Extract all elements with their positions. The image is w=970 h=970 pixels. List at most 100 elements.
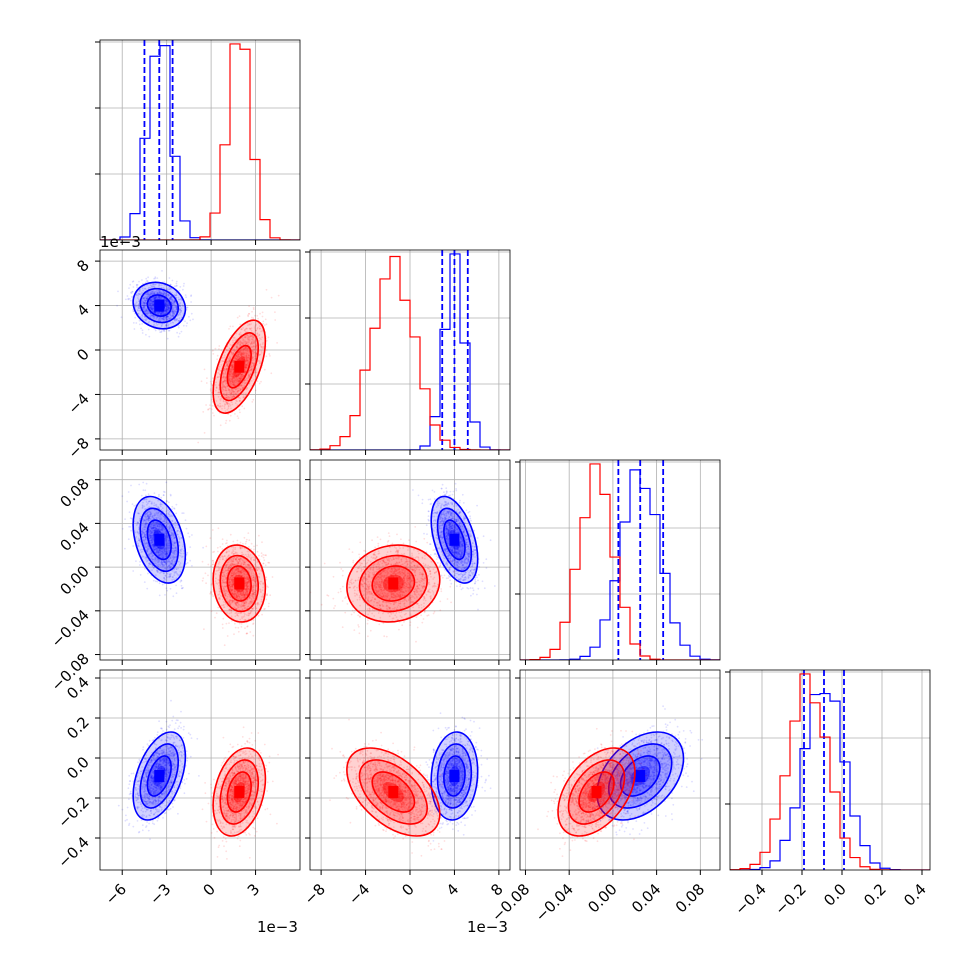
sample-point xyxy=(172,313,174,316)
sample-point xyxy=(132,545,135,547)
sample-point xyxy=(151,314,153,317)
sample-point xyxy=(154,311,157,314)
sample-point xyxy=(241,352,244,355)
sample-point xyxy=(241,386,244,389)
sample-point xyxy=(226,539,228,542)
sample-point xyxy=(247,377,250,379)
sample-point xyxy=(186,306,189,309)
sample-point xyxy=(239,388,242,390)
sample-point xyxy=(226,367,229,370)
sample-point xyxy=(165,587,168,590)
sample-point xyxy=(149,294,152,297)
sample-point xyxy=(221,388,224,391)
sample-point xyxy=(236,391,239,393)
sample-point xyxy=(236,344,238,346)
sample-point xyxy=(155,316,158,319)
sample-point xyxy=(234,357,237,359)
sample-point xyxy=(162,293,165,295)
sample-point xyxy=(155,290,158,292)
sample-point xyxy=(228,373,231,376)
sample-point xyxy=(233,372,235,375)
sample-point xyxy=(253,342,255,345)
sample-point xyxy=(234,392,237,395)
sample-point xyxy=(163,330,166,333)
sample-point xyxy=(243,358,246,361)
sample-point xyxy=(157,319,160,321)
sample-point xyxy=(159,312,162,315)
sample-point xyxy=(252,336,255,339)
sample-point xyxy=(242,358,245,361)
sample-point xyxy=(167,308,170,311)
sample-point xyxy=(143,297,146,300)
sample-point xyxy=(259,362,262,365)
sample-point xyxy=(136,284,139,286)
sample-point xyxy=(130,529,132,532)
sample-point xyxy=(233,390,236,393)
sample-point xyxy=(175,308,178,311)
sample-point xyxy=(251,350,254,352)
sample-point xyxy=(151,314,154,317)
sample-point xyxy=(252,363,255,365)
sample-point xyxy=(205,404,208,406)
sample-point xyxy=(167,306,170,309)
sample-point xyxy=(164,309,167,311)
sample-point xyxy=(245,360,247,363)
sample-point xyxy=(240,342,243,344)
sample-point xyxy=(247,361,250,364)
sample-point xyxy=(244,347,247,350)
sample-point xyxy=(143,296,146,299)
sample-point xyxy=(178,304,181,307)
sample-point xyxy=(159,297,162,300)
sample-point xyxy=(164,302,166,305)
sample-point xyxy=(232,359,235,362)
sample-point xyxy=(240,374,243,377)
sample-point xyxy=(162,318,165,321)
sample-point xyxy=(170,296,173,299)
sample-point xyxy=(179,303,181,305)
sample-point xyxy=(152,300,155,302)
sample-point xyxy=(165,300,168,302)
sample-point xyxy=(151,308,154,310)
sample-point xyxy=(244,342,247,345)
sample-point xyxy=(228,347,231,350)
sample-point xyxy=(169,298,171,300)
sample-point xyxy=(229,357,232,359)
sample-point xyxy=(154,311,156,314)
sample-point xyxy=(145,319,147,322)
sample-point xyxy=(151,284,154,286)
sample-point xyxy=(246,341,249,343)
sample-point xyxy=(173,313,176,316)
sample-point xyxy=(149,299,152,301)
sample-point xyxy=(235,374,238,377)
sample-point xyxy=(244,356,247,359)
sample-point xyxy=(225,375,228,378)
sample-point xyxy=(212,353,215,355)
sample-point xyxy=(173,300,176,303)
sample-point xyxy=(232,361,235,364)
sample-point xyxy=(167,302,170,305)
sample-point xyxy=(151,301,154,304)
sample-point xyxy=(142,304,145,306)
sample-point xyxy=(259,360,261,363)
sample-point xyxy=(232,395,235,398)
sample-point xyxy=(241,341,244,344)
sample-point xyxy=(218,368,220,371)
sample-point xyxy=(152,283,155,285)
sample-point xyxy=(237,343,240,346)
sample-point xyxy=(226,635,229,637)
sample-point xyxy=(226,402,229,405)
sample-point xyxy=(225,401,228,404)
sample-point xyxy=(153,315,156,318)
sample-point xyxy=(182,512,185,514)
sample-point xyxy=(154,311,156,314)
sample-point xyxy=(226,385,229,388)
sample-point xyxy=(240,354,243,357)
sample-point xyxy=(143,304,146,307)
sample-point xyxy=(171,299,174,301)
sample-point xyxy=(227,395,229,398)
sample-point xyxy=(248,375,251,378)
sample-point xyxy=(148,335,151,338)
sample-point xyxy=(232,392,235,395)
sample-point xyxy=(238,351,241,354)
sample-point xyxy=(144,303,147,306)
